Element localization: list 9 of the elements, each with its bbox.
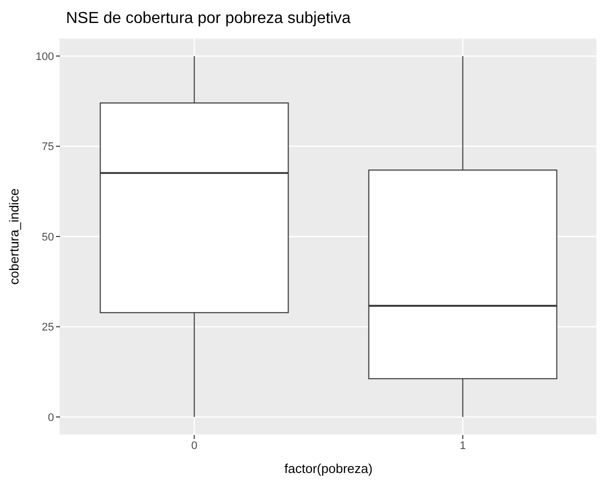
y-tick-label: 100 (36, 50, 54, 63)
y-tick-label: 0 (48, 412, 54, 424)
y-tick-label: 50 (42, 231, 54, 244)
x-tick-label: 1 (460, 440, 466, 452)
x-axis-title: factor(pobreza) (284, 461, 373, 476)
y-axis-title: cobertura_indice (6, 188, 22, 285)
chart-title: NSE de cobertura por pobreza subjetiva (66, 10, 351, 28)
y-tick-label: 75 (42, 141, 54, 154)
y-tick-label: 25 (42, 322, 54, 334)
